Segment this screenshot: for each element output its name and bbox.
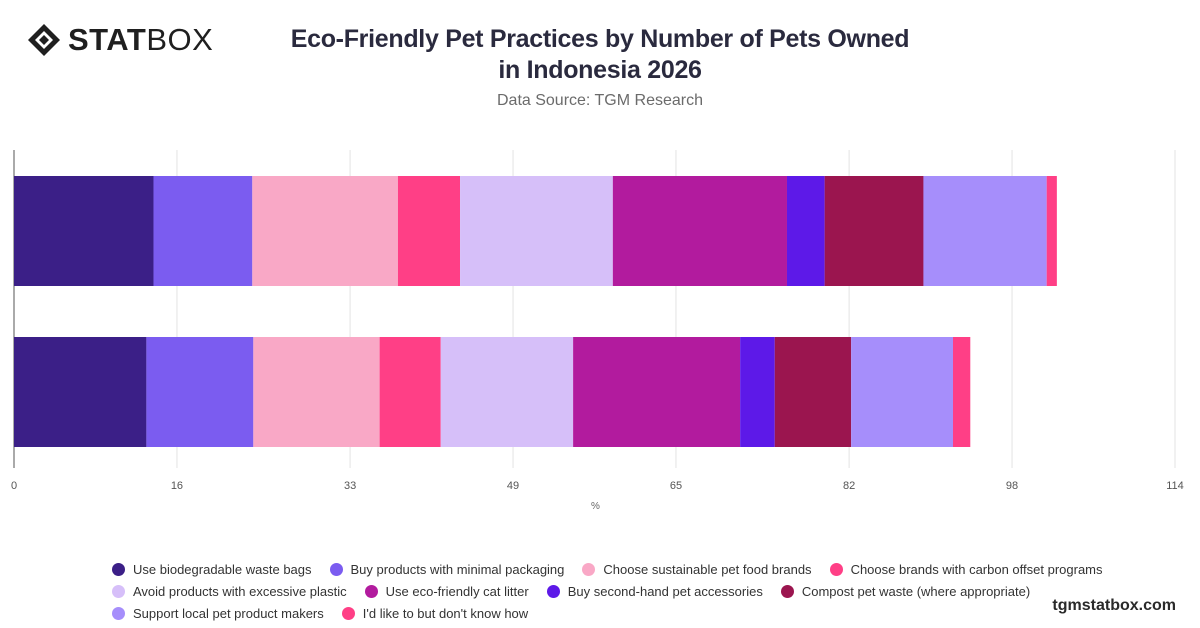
- x-tick-label: 33: [344, 480, 356, 492]
- legend-dot-icon: [112, 584, 125, 598]
- legend-item[interactable]: Use biodegradable waste bags: [112, 562, 312, 577]
- legend-label: Choose sustainable pet food brands: [603, 561, 812, 577]
- logo-text-bold: STAT: [68, 22, 147, 57]
- bar-segment-1-7[interactable]: [774, 337, 852, 447]
- legend-item[interactable]: Buy second-hand pet accessories: [546, 583, 763, 599]
- legend-item[interactable]: Choose sustainable pet food brands: [582, 561, 812, 577]
- bar-segment-0-3[interactable]: [397, 176, 461, 286]
- bar-segment-0-8[interactable]: [923, 176, 1047, 286]
- stacked-bar-chart: 0 16 33 49 65 82 98 114%: [11, 150, 1184, 512]
- bar-segment-1-5[interactable]: [573, 337, 741, 447]
- x-tick-label: 114: [1166, 480, 1184, 492]
- logo-text: STATBOX: [68, 22, 213, 58]
- bar-segment-0-1[interactable]: [153, 176, 253, 286]
- legend-item[interactable]: Buy products with minimal packaging: [329, 561, 565, 577]
- bar-segment-1-8[interactable]: [851, 337, 953, 447]
- bar-segment-0-9[interactable]: [1046, 176, 1057, 286]
- bar-segment-1-6[interactable]: [740, 337, 775, 447]
- legend-item[interactable]: Support local pet product makers: [112, 606, 324, 621]
- x-tick-label: 98: [1006, 480, 1018, 492]
- logo-text-light: BOX: [146, 22, 214, 57]
- legend-label: Buy products with minimal packaging: [350, 561, 565, 577]
- legend-dot-icon: [112, 562, 125, 576]
- bar-segment-0-7[interactable]: [824, 176, 924, 286]
- legend-label: Use biodegradable waste bags: [133, 561, 312, 577]
- footer-brand: tgmstatbox.com: [1052, 597, 1176, 614]
- bar-segment-0-2[interactable]: [252, 176, 398, 286]
- legend-item[interactable]: Use eco-friendly cat litter: [364, 583, 529, 599]
- legend-label: Avoid products with excessive plastic: [133, 583, 347, 599]
- bar-segment-1-9[interactable]: [952, 337, 971, 447]
- legend-row-2: Support local pet product makers I'd like…: [112, 602, 1112, 624]
- bar-segment-1-2[interactable]: [253, 337, 380, 447]
- legend-label: Support local pet product makers: [133, 605, 324, 621]
- legend-label: Choose brands with carbon offset program…: [850, 561, 1103, 577]
- x-tick-label: 16: [171, 480, 183, 492]
- legend-dot-icon: [329, 562, 343, 576]
- statbox-logo: STATBOX: [26, 22, 213, 58]
- chart-title-line-1: Eco-Friendly Pet Practices by Number of …: [290, 25, 910, 53]
- bar-segment-0-6[interactable]: [786, 176, 825, 286]
- bar-segment-1-0[interactable]: [14, 337, 147, 447]
- x-axis-label: %: [591, 501, 600, 512]
- legend-dot-icon: [780, 584, 794, 598]
- legend-item[interactable]: Choose brands with carbon offset program…: [829, 561, 1103, 577]
- chart-title-line-2: in Indonesia 2026: [498, 56, 702, 84]
- x-tick-label: 49: [507, 480, 519, 492]
- legend-label: I'd like to but don't know how: [362, 605, 529, 621]
- bar-segment-1-3[interactable]: [379, 337, 441, 447]
- legend-row-0: Use biodegradable waste bags Buy products…: [112, 558, 1112, 580]
- bar-segment-0-4[interactable]: [460, 176, 613, 286]
- x-tick-label: 0: [11, 480, 17, 492]
- chart-title: Eco-Friendly Pet Practices by Number of …: [250, 24, 950, 86]
- chart-bars: [14, 176, 1057, 447]
- legend-row-1: Avoid products with excessive plastic Use…: [112, 580, 1112, 602]
- x-tick-label: 65: [670, 480, 682, 492]
- legend-label: Use eco-friendly cat litter: [385, 583, 529, 599]
- chart-subtitle: Data Source: TGM Research: [496, 92, 703, 109]
- legend-label: Compost pet waste (where appropriate): [801, 583, 1031, 599]
- legend-dot-icon: [546, 584, 560, 598]
- legend-item[interactable]: Compost pet waste (where appropriate): [780, 583, 1031, 599]
- legend-dot-icon: [112, 606, 125, 620]
- legend-dot-icon: [364, 584, 378, 598]
- bar-segment-1-4[interactable]: [440, 337, 574, 447]
- chart-axis: 0 16 33 49 65 82 98 114%: [11, 480, 1184, 512]
- legend-item[interactable]: Avoid products with excessive plastic: [112, 584, 347, 599]
- statbox-diamond-icon: [28, 24, 60, 56]
- legend-label: Buy second-hand pet accessories: [567, 583, 763, 599]
- legend-dot-icon: [829, 562, 843, 576]
- legend-item[interactable]: I'd like to but don't know how: [341, 605, 529, 621]
- legend-dot-icon: [341, 606, 355, 620]
- bar-segment-1-1[interactable]: [146, 337, 254, 447]
- bar-segment-0-5[interactable]: [612, 176, 787, 286]
- bar-segment-0-0[interactable]: [14, 176, 154, 286]
- chart-legend: Use biodegradable waste bags Buy products…: [112, 558, 1112, 624]
- x-tick-label: 82: [843, 480, 855, 492]
- legend-dot-icon: [582, 562, 596, 576]
